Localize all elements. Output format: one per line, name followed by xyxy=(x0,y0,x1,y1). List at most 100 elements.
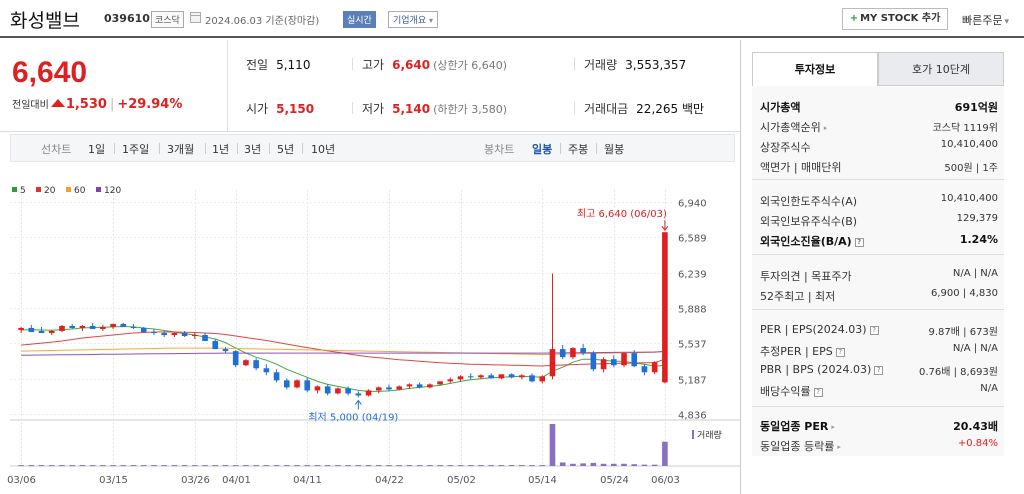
tab-line-chart[interactable]: 선차트 xyxy=(41,143,72,156)
volume-bar xyxy=(18,465,24,467)
volume-bar xyxy=(120,465,127,467)
volume-bar xyxy=(335,465,341,467)
volume-bar xyxy=(355,465,362,467)
market-cap-rank-label: 시가총액순위 ▸ xyxy=(760,119,827,135)
opinion-row: 투자의견 | 목표주가 N/A | N/A xyxy=(760,266,998,284)
opinion-label: 투자의견 | 목표주가 xyxy=(760,270,852,283)
x-tick-label: 03/06 xyxy=(7,475,36,486)
face-value-value: 500원 | 1주 xyxy=(944,163,998,174)
company-overview-dropdown[interactable]: 기업개요 ▾ xyxy=(388,11,439,28)
high-arrowhead xyxy=(661,225,669,232)
volume-bar xyxy=(304,465,311,467)
per-text: PER | EPS(2024.03) xyxy=(760,323,867,336)
face-value-label: 액면가 | 매매단위 xyxy=(760,161,842,174)
volume-bar xyxy=(100,465,106,467)
volume-bar xyxy=(243,465,249,467)
volume-legend-swatch xyxy=(692,430,694,439)
tab-invest-info[interactable]: 투자정보 xyxy=(752,52,878,86)
sector-rate-text: 동일업종 등락률 xyxy=(760,440,835,453)
price-summary: 6,640 전일대비 1,530 | +29.94% 전일 5,110 고가 6,640(… xyxy=(0,40,740,132)
volume-bar xyxy=(345,465,351,467)
y-tick-label: 6,589 xyxy=(678,234,707,245)
volume-bar xyxy=(600,463,607,466)
current-price-box: 6,640 전일대비 1,530 | +29.94% xyxy=(0,40,228,132)
tab-3year[interactable]: 3년 xyxy=(244,143,262,156)
foreign-ratio-row: 외국인소진율(B/A)? 1.24% xyxy=(760,231,998,249)
help-icon[interactable]: ? xyxy=(854,238,864,247)
y-tick-label: 6,239 xyxy=(678,270,707,281)
x-tick-label: 06/03 xyxy=(651,475,680,486)
volume-bar xyxy=(559,462,566,466)
face-value-row: 액면가 | 매매단위 500원 | 1주 xyxy=(760,157,998,175)
candle-body xyxy=(120,323,127,327)
volume-bar xyxy=(631,464,638,466)
y-tick-label: 5,888 xyxy=(678,305,707,316)
tab-3month[interactable]: 3개월 xyxy=(167,143,195,156)
volume-bar xyxy=(181,465,188,467)
market-cap-section: 시가총액 691억원 시가총액순위 ▸ 코스닥 1119위 상장주식수 10,410,4… xyxy=(752,86,1004,180)
low-label: 저가 xyxy=(362,102,385,116)
tab-1week[interactable]: 1주일 xyxy=(122,143,150,156)
divider xyxy=(352,102,353,114)
x-tick-label: 05/24 xyxy=(600,475,629,486)
candle-body xyxy=(273,372,280,381)
quick-order-button[interactable]: 빠른주문 xyxy=(962,12,1009,28)
pbr-label: PBR | BPS (2024.03)? xyxy=(760,363,884,376)
volume-bar xyxy=(140,465,147,467)
tab-1day[interactable]: 1일 xyxy=(88,143,106,156)
high-annotation: 최고 6,640 (06/03) xyxy=(577,208,667,220)
candle-body xyxy=(324,386,331,394)
open-label: 시가 xyxy=(246,102,269,116)
divider xyxy=(159,143,160,154)
low-arrowhead xyxy=(354,399,362,405)
add-my-stock-button[interactable]: + MY STOCK 추가 xyxy=(842,8,948,30)
dividend-text: 배당수익률 xyxy=(760,385,811,398)
tab-monthly[interactable]: 월봉 xyxy=(604,143,625,156)
market-cap-rank-row[interactable]: 시가총액순위 ▸ 코스닥 1119위 xyxy=(760,117,998,135)
tab-10year[interactable]: 10년 xyxy=(311,143,336,156)
volume-bar xyxy=(79,465,86,467)
candle-body xyxy=(375,387,382,391)
foreign-hold-row: 외국인보유주식수(B) 129,379 xyxy=(760,211,998,229)
change-percent: +29.94% xyxy=(117,97,183,112)
candle-body xyxy=(386,387,392,390)
low-value: 5,140 xyxy=(392,102,431,116)
tab-daily[interactable]: 일봉 xyxy=(532,143,553,156)
help-icon[interactable]: ? xyxy=(835,348,845,357)
help-icon[interactable]: ? xyxy=(874,366,884,375)
tab-5year[interactable]: 5년 xyxy=(277,143,295,156)
candle-body xyxy=(243,360,249,366)
volume-bar xyxy=(457,465,464,467)
divider xyxy=(560,143,561,154)
help-icon[interactable]: ? xyxy=(869,326,879,335)
calendar-icon xyxy=(190,12,201,23)
sector-rate-row[interactable]: 동일업종 등락률 ▸ +0.84% xyxy=(760,436,998,454)
volume-bar xyxy=(59,465,65,467)
volume-bar xyxy=(610,463,617,466)
dividend-value: N/A xyxy=(980,383,998,394)
dividend-label: 배당수익률? xyxy=(760,383,823,399)
realtime-button[interactable]: 실시간 xyxy=(343,11,376,28)
candle-body xyxy=(610,359,617,366)
tab-hoga-10[interactable]: 호가 10단계 xyxy=(878,52,1004,86)
divider xyxy=(269,143,270,154)
volume-label: 거래량 xyxy=(584,58,618,72)
tab-1year[interactable]: 1년 xyxy=(212,143,230,156)
volume-bar xyxy=(324,465,331,467)
legend-swatch xyxy=(36,187,41,192)
candle-body xyxy=(151,331,157,333)
candle-body xyxy=(508,374,515,378)
volume-bar xyxy=(621,463,627,466)
help-icon[interactable]: ? xyxy=(813,388,823,397)
foreign-limit-row: 외국인한도주식수(A) 10,410,400 xyxy=(760,191,998,209)
sector-per-row[interactable]: 동일업종 PER ▸ 20.43배 xyxy=(760,416,998,434)
candle-body xyxy=(478,375,484,378)
volume-bar xyxy=(192,465,198,467)
tab-weekly[interactable]: 주봉 xyxy=(568,143,589,156)
tab-candle-chart[interactable]: 봉차트 xyxy=(484,143,515,156)
volume-bar xyxy=(232,465,239,467)
price-chart[interactable]: 03/06 03/15 03/26 04/01 04/11 04/22 05/02 05/14… xyxy=(0,170,740,494)
candle-body xyxy=(69,325,76,328)
opinion-value: N/A | N/A xyxy=(952,268,998,279)
prev-close: 전일 5,110 xyxy=(246,56,310,73)
